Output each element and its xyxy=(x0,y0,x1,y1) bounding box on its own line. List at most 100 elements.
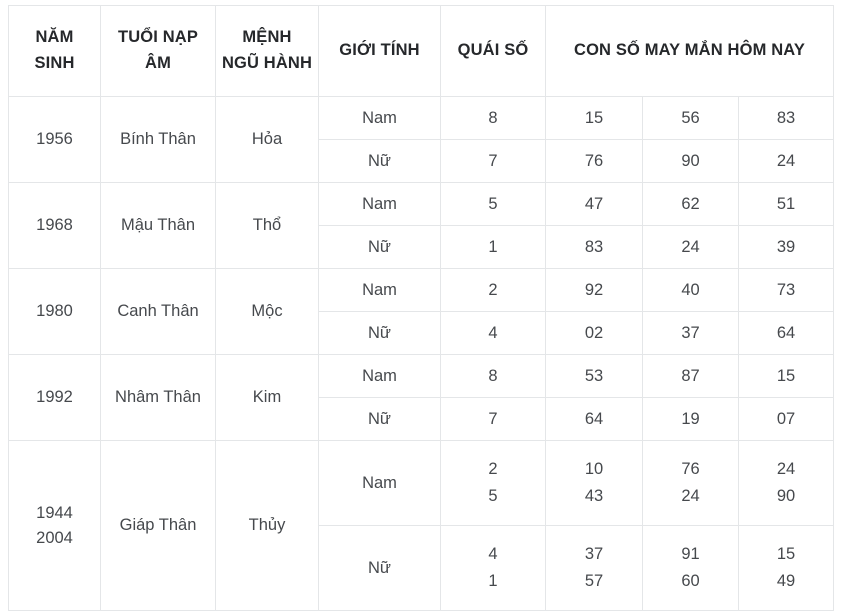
cell-lucky-number: 10 43 xyxy=(545,440,643,526)
cell-lucky-number: 83 xyxy=(545,225,643,269)
year-line: 1944 xyxy=(36,503,73,522)
header-con-so-may-man: CON SỐ MAY MẮN HÔM NAY xyxy=(545,5,834,97)
table-body: 1956 Bính Thân Hỏa Nam 8 15 56 83 Nữ 7 76 90 24 1968 M… xyxy=(8,96,834,611)
header-nam-sinh: NĂM SINH xyxy=(8,5,101,97)
header-gioi-tinh: GIỚI TÍNH xyxy=(318,5,441,97)
cell-lucky-number: 91 60 xyxy=(642,525,739,611)
lucky-line: 49 xyxy=(776,572,796,590)
year-line: 1992 xyxy=(36,388,73,407)
year-line: 1980 xyxy=(36,302,73,321)
year-line: 1956 xyxy=(36,130,73,149)
cell-gioi-tinh: Nam xyxy=(318,182,441,226)
cell-gioi-tinh: Nam xyxy=(318,354,441,398)
header-label-line: MỆNH xyxy=(242,28,292,47)
cell-lucky-number: 37 57 xyxy=(545,525,643,611)
header-label-line: TUỔI NẠP xyxy=(117,28,199,47)
table-row: Nữ 4 02 37 64 xyxy=(9,311,834,355)
cell-lucky-number: 92 xyxy=(545,268,643,312)
header-label-line: QUÁI SỐ xyxy=(457,41,529,60)
cell-menh-ngu-hanh: Thổ xyxy=(215,182,319,269)
lucky-line: 37 xyxy=(584,545,604,564)
cell-lucky-number: 76 xyxy=(545,139,643,183)
table-row: Nữ 7 76 90 24 xyxy=(9,139,834,183)
header-label-line: NGŨ HÀNH xyxy=(221,54,313,72)
cell-menh-ngu-hanh: Mộc xyxy=(215,268,319,355)
cell-lucky-number: 51 xyxy=(738,182,834,226)
table-row: Nữ 4 1 37 57 91 60 15 49 xyxy=(9,525,834,611)
cell-nam-sinh: 1992 xyxy=(8,354,101,441)
lucky-numbers-table: NĂM SINH TUỔI NẠP ÂM MỆNH NGŨ HÀNH GIỚI TÍN… xyxy=(8,5,834,611)
cell-gioi-tinh: Nữ xyxy=(318,525,441,611)
cell-gioi-tinh: Nam xyxy=(318,268,441,312)
lucky-line: 76 xyxy=(681,460,700,479)
cell-lucky-number: 90 xyxy=(642,139,739,183)
cell-lucky-number: 62 xyxy=(642,182,739,226)
cell-lucky-number: 24 90 xyxy=(738,440,834,526)
cell-lucky-number: 40 xyxy=(642,268,739,312)
cell-lucky-number: 19 xyxy=(642,397,739,441)
lucky-line: 90 xyxy=(776,487,796,505)
cell-tuoi-nap-am: Bính Thân xyxy=(100,96,216,183)
cell-lucky-number: 24 xyxy=(642,225,739,269)
cell-nam-sinh: 1980 xyxy=(8,268,101,355)
table-row: 1956 Bính Thân Hỏa Nam 8 15 56 83 xyxy=(8,96,834,183)
lucky-line: 43 xyxy=(584,487,604,505)
header-label-line: GIỚI TÍNH xyxy=(339,41,420,60)
lucky-line: 24 xyxy=(681,487,700,505)
cell-quai-so: 2 xyxy=(440,268,546,312)
cell-quai-so: 4 xyxy=(440,311,546,355)
cell-nam-sinh: 1956 xyxy=(8,96,101,183)
cell-gioi-tinh: Nam xyxy=(318,96,441,140)
cell-quai-so: 7 xyxy=(440,397,546,441)
header-quai-so: QUÁI SỐ xyxy=(440,5,546,97)
cell-lucky-number: 15 xyxy=(545,96,643,140)
header-label-line: NĂM xyxy=(35,28,74,47)
cell-gioi-tinh: Nữ xyxy=(318,139,441,183)
cell-lucky-number: 53 xyxy=(545,354,643,398)
cell-lucky-number: 87 xyxy=(642,354,739,398)
cell-tuoi-nap-am: Nhâm Thân xyxy=(100,354,216,441)
cell-quai-so: 8 xyxy=(440,96,546,140)
table-row: Nữ 7 64 19 07 xyxy=(9,397,834,441)
cell-gioi-tinh: Nam xyxy=(318,440,441,526)
header-label-line: SINH xyxy=(34,54,75,72)
cell-lucky-number: 24 xyxy=(738,139,834,183)
cell-quai-so: 1 xyxy=(440,225,546,269)
quai-so-line: 1 xyxy=(488,572,498,590)
cell-lucky-number: 76 24 xyxy=(642,440,739,526)
cell-lucky-number: 56 xyxy=(642,96,739,140)
cell-lucky-number: 64 xyxy=(545,397,643,441)
cell-nam-sinh: 1944 2004 xyxy=(8,440,101,611)
cell-quai-so: 8 xyxy=(440,354,546,398)
table-row: 1944 2004 Giáp Thân Thủy Nam 2 5 10 43 76 24 24 90 xyxy=(8,440,834,611)
cell-tuoi-nap-am: Giáp Thân xyxy=(100,440,216,611)
cell-menh-ngu-hanh: Kim xyxy=(215,354,319,441)
quai-so-line: 2 xyxy=(488,460,498,479)
cell-tuoi-nap-am: Mậu Thân xyxy=(100,182,216,269)
table-row: 1980 Canh Thân Mộc Nam 2 92 40 73 xyxy=(8,268,834,355)
header-tuoi-nap-am: TUỔI NẠP ÂM xyxy=(100,5,216,97)
table-header: NĂM SINH TUỔI NẠP ÂM MỆNH NGŨ HÀNH GIỚI TÍN… xyxy=(8,5,834,97)
lucky-line: 57 xyxy=(584,572,604,590)
cell-lucky-number: 83 xyxy=(738,96,834,140)
cell-lucky-number: 73 xyxy=(738,268,834,312)
cell-gioi-tinh: Nữ xyxy=(318,225,441,269)
header-menh-ngu-hanh: MỆNH NGŨ HÀNH xyxy=(215,5,319,97)
table-row: 1992 Nhâm Thân Kim Nam 8 53 87 15 xyxy=(8,354,834,441)
lucky-line: 10 xyxy=(584,460,604,479)
cell-menh-ngu-hanh: Thủy xyxy=(215,440,319,611)
cell-lucky-number: 07 xyxy=(738,397,834,441)
cell-gioi-tinh: Nữ xyxy=(318,397,441,441)
quai-so-line: 5 xyxy=(488,487,498,505)
year-line: 1968 xyxy=(36,216,73,235)
header-label-line: ÂM xyxy=(145,54,171,72)
lucky-line: 15 xyxy=(776,545,796,564)
cell-gioi-tinh: Nữ xyxy=(318,311,441,355)
cell-tuoi-nap-am: Canh Thân xyxy=(100,268,216,355)
quai-so-line: 4 xyxy=(488,545,498,564)
cell-menh-ngu-hanh: Hỏa xyxy=(215,96,319,183)
table-row: Nữ 1 83 24 39 xyxy=(9,225,834,269)
